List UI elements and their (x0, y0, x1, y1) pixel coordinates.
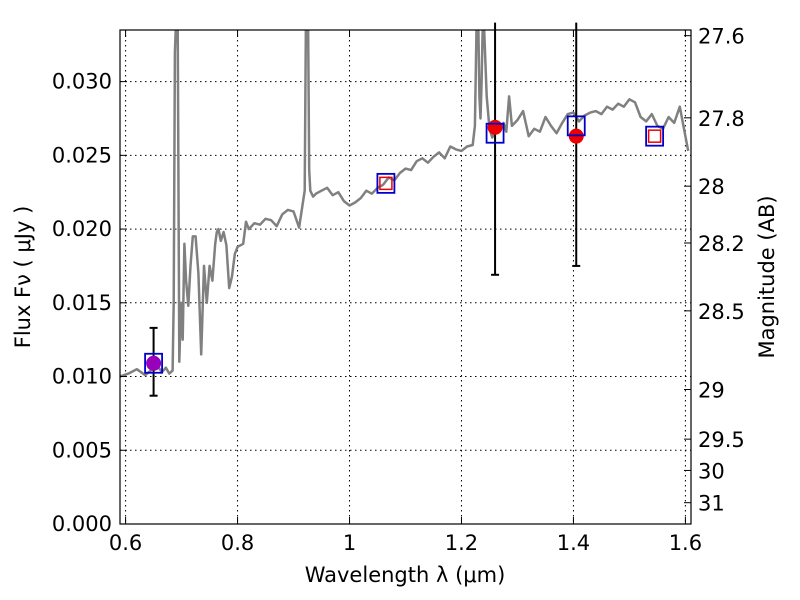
upper-limit-marker (379, 176, 393, 191)
spectrum-line (120, 30, 690, 378)
y-tick-label: 0.025 (52, 143, 112, 167)
y-tick-label: 0.020 (52, 217, 112, 241)
model-flux-box (645, 125, 665, 147)
model-flux-box (485, 122, 505, 144)
x-axis-label: Wavelength λ (μm) (305, 563, 506, 587)
y-tick-label: 0.030 (52, 70, 112, 94)
y2-tick-label: 30 (698, 459, 725, 483)
y-tick-label: 0.010 (52, 365, 112, 389)
x-tick-label: 1 (343, 531, 356, 555)
y2-tick-label: 28.2 (698, 232, 745, 256)
model-flux-box (144, 352, 163, 374)
plot-frame (119, 29, 692, 525)
y2-tick-label: 31 (698, 492, 725, 516)
y-tick-label: 0.015 (52, 291, 112, 315)
observed-point (146, 355, 162, 371)
y-tick-label: 0.000 (52, 512, 112, 536)
upper-limit-marker (647, 129, 662, 143)
grid (120, 30, 691, 524)
y2-tick-label: 27.6 (698, 25, 745, 49)
y2-axis-ticks: 27.6 27.8 28 28.2 28.5 29 29.5 30 31 (684, 25, 745, 516)
y2-tick-label: 28 (698, 175, 725, 199)
y2-axis-label: Magnitude (AB) (755, 195, 779, 358)
y2-tick-label: 29.5 (698, 428, 745, 452)
x-tick-label: 0.8 (221, 531, 254, 555)
errorbar-layer (144, 22, 665, 397)
series-layer (120, 30, 690, 378)
x-tick-label: 1.2 (445, 531, 478, 555)
y-axis-ticks: 0.000 0.005 0.010 0.015 0.020 0.025 0.030 (52, 70, 127, 536)
x-tick-label: 1.4 (557, 531, 590, 555)
y2-tick-label: 29 (698, 379, 725, 403)
x-tick-label: 0.6 (109, 531, 142, 555)
y-axis-label: Flux Fν ( μJy ) (11, 206, 35, 349)
x-tick-label: 1.6 (669, 531, 702, 555)
model-flux-box (376, 172, 396, 194)
observed-point (487, 119, 503, 135)
y-tick-label: 0.005 (52, 438, 112, 462)
y2-tick-label: 28.5 (698, 300, 745, 324)
x-axis-ticks: 0.6 0.8 1 1.2 1.4 1.6 (109, 30, 702, 555)
y2-tick-label: 27.8 (698, 107, 745, 131)
model-flux-box (566, 115, 586, 137)
